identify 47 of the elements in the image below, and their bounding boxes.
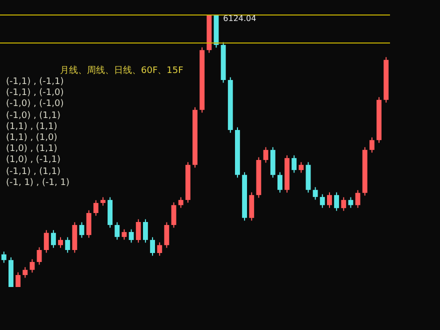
candlestick bbox=[50, 230, 56, 248]
candlestick bbox=[1, 251, 6, 264]
candlestick bbox=[142, 218, 148, 244]
candlestick bbox=[36, 246, 42, 266]
annotation: (1,0) , (1,1) bbox=[6, 144, 58, 154]
candlestick bbox=[114, 222, 120, 240]
annotation: (1,0) , (-1,1) bbox=[6, 155, 61, 166]
annotation: (-1,1) , (1,1) bbox=[6, 166, 61, 177]
annotation: 月线、周线、日线、60F、15F bbox=[60, 64, 184, 77]
candlestick bbox=[171, 202, 176, 228]
candlestick bbox=[150, 236, 156, 256]
candlestick bbox=[355, 190, 360, 208]
candlestick bbox=[44, 230, 49, 254]
candlestick bbox=[292, 154, 297, 174]
candlestick bbox=[30, 258, 35, 274]
annotation: (-1, 1) , (-1, 1) bbox=[6, 178, 70, 188]
annotation: (-1,0) , (1,1) bbox=[6, 110, 61, 121]
annotation: (-1,1) , (-1,0) bbox=[6, 88, 64, 98]
candlestick bbox=[136, 218, 141, 244]
candlestick bbox=[327, 192, 332, 208]
candlestick bbox=[298, 162, 304, 174]
candlestick bbox=[79, 222, 84, 238]
candlestick bbox=[157, 242, 162, 256]
candlestick bbox=[93, 200, 98, 216]
candlestick bbox=[58, 236, 63, 248]
candlestick bbox=[16, 272, 21, 288]
annotation: (1,1) , (1,0) bbox=[6, 133, 58, 143]
candlestick bbox=[164, 222, 170, 248]
candlestick bbox=[277, 172, 282, 194]
candlestick bbox=[86, 210, 92, 238]
candlestick bbox=[22, 266, 28, 278]
candlestick bbox=[128, 228, 134, 244]
candlestick bbox=[369, 136, 374, 154]
annotation: (-1,1) , (-1,1) bbox=[6, 77, 64, 87]
candlestick bbox=[341, 196, 346, 212]
annotation: (1,1) , (1,1) bbox=[6, 122, 58, 132]
candlestick bbox=[178, 196, 184, 208]
candlestick bbox=[249, 192, 254, 222]
candlestick bbox=[65, 236, 70, 254]
annotation: (-1,0) , (-1,0) bbox=[6, 99, 64, 110]
candlestick bbox=[334, 192, 340, 212]
candlestick bbox=[263, 146, 268, 164]
annotation: 6124.04 bbox=[223, 14, 256, 23]
candlestick bbox=[312, 186, 318, 200]
candlestick bbox=[348, 196, 354, 208]
candlestick bbox=[320, 194, 325, 208]
candlestick bbox=[122, 228, 127, 240]
